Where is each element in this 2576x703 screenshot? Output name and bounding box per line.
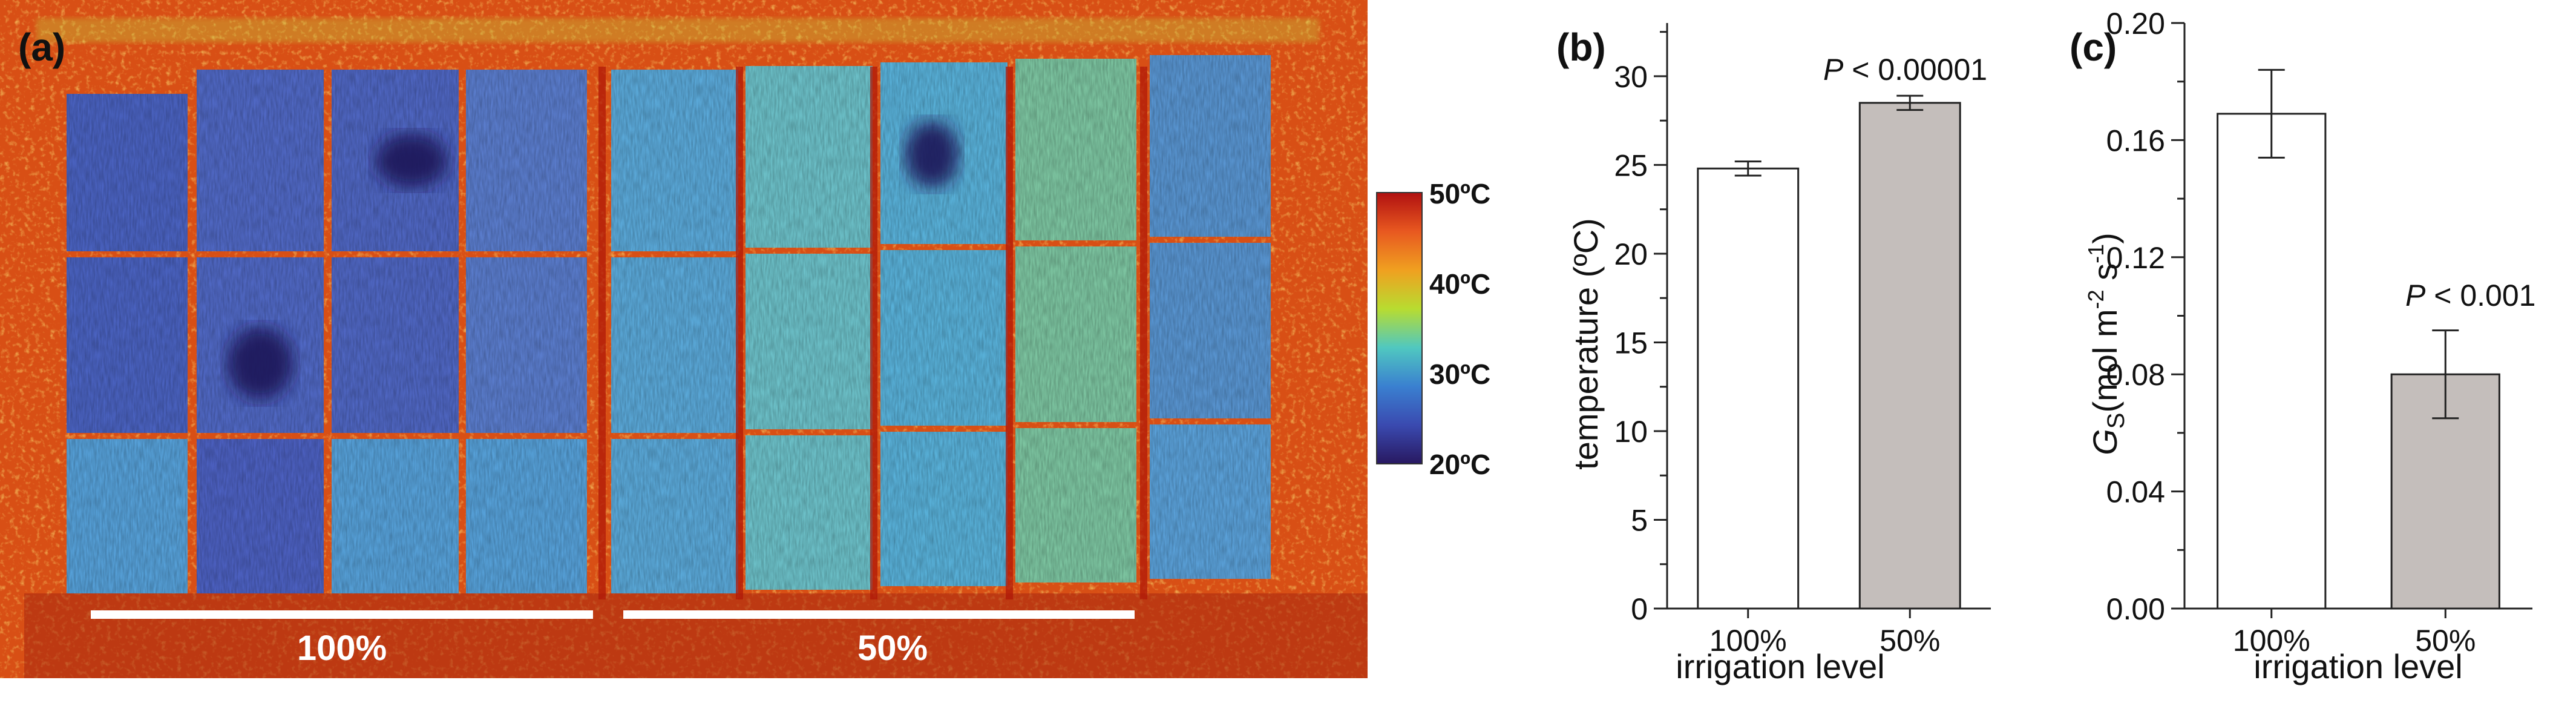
annotation-c: P < 0.001 (2405, 279, 2535, 312)
x-axis-label-b: irrigation level (1676, 647, 1885, 685)
plot-100-c3-r0-texture (466, 70, 587, 251)
group-label-50: 50% (857, 629, 928, 668)
annotation-b-p: P (1823, 53, 1844, 87)
y-tick-label: 20 (1614, 237, 1648, 271)
plot-50-c3-r0-texture (1015, 59, 1136, 240)
plot-divider-3 (1006, 67, 1013, 599)
x-tick-label: 50% (1880, 624, 1940, 658)
colorbar (1376, 192, 1423, 464)
x-axis-label-c: irrigation level (2253, 647, 2463, 685)
plot-100-c1-r0-texture (197, 70, 324, 251)
y-tick-label: 0.16 (2106, 124, 2165, 157)
plot-50-c4-r1-texture (1150, 243, 1271, 418)
y-label-c-units: (mol m (2086, 309, 2124, 412)
y-label-c-symbol: G (2086, 429, 2124, 455)
x-tick-label: 50% (2415, 624, 2476, 658)
plot-50-c0-r1-texture (611, 257, 738, 433)
cool-spot-2 (905, 121, 959, 188)
y-label-c-exp1: -2 (2083, 289, 2108, 309)
colorbar-tick-30: 30ºC (1429, 358, 1490, 390)
y-axis-label-b: temperature (ºC) (1567, 218, 1605, 470)
colorbar-tick-40: 40ºC (1429, 268, 1490, 300)
plot-100-c0-r1-texture (67, 257, 188, 433)
plot-100-c2-r2-texture (332, 439, 459, 593)
y-tick-label: 5 (1631, 503, 1648, 537)
plot-100-c0-r0-texture (67, 94, 188, 251)
colorbar-tick-50: 50ºC (1429, 178, 1490, 210)
plot-50-c3-r1-texture (1015, 246, 1136, 422)
plot-100-c0-r2-texture (67, 439, 188, 593)
panel-label-b: (b) (1556, 25, 1606, 69)
annotation-c-p: P (2405, 279, 2426, 312)
annotation-b: P < 0.00001 (1823, 53, 1987, 87)
y-tick-label: 0.00 (2106, 592, 2165, 626)
y-tick-label: 30 (1614, 60, 1648, 94)
plot-50-c4-r2-texture (1150, 424, 1271, 579)
plot-50-c0-r0-texture (611, 70, 738, 251)
y-tick-label: 0.04 (2106, 475, 2165, 509)
plot-divider-4 (1140, 67, 1147, 599)
plot-100-c2-r1-texture (332, 257, 459, 433)
plot-50-c3-r2-texture (1015, 428, 1136, 583)
bar-100pct (1697, 167, 1800, 610)
plot-50-c1-r1-texture (746, 254, 873, 429)
plot-divider-1 (736, 67, 743, 599)
trial-plots (67, 55, 1271, 599)
plot-100-c3-r2-texture (466, 439, 587, 593)
plot-50-c2-r2-texture (880, 432, 1008, 586)
y-label-c-exp2: -1 (2083, 244, 2108, 263)
plot-100-c3-r1-texture (466, 257, 587, 433)
plot-50-c4-r0-texture (1150, 55, 1271, 237)
y-tick-label: 0.20 (2106, 7, 2165, 41)
y-label-c-subscript: S (2103, 413, 2129, 429)
group-bar-100 (91, 610, 593, 619)
panel-label-c: (c) (2070, 25, 2117, 69)
field-top-edge (36, 18, 1319, 42)
chart-b-plot-area: 0 5 10 15 20 25 30 100% 50% (1614, 23, 1991, 658)
y-tick-label: 15 (1614, 326, 1648, 360)
thermal-image-panel: (a) 100% 50% 50ºC 40ºC 30ºC 20ºC (0, 0, 1490, 678)
colorbar-tick-20: 20ºC (1429, 449, 1490, 480)
group-bar-50 (623, 610, 1135, 619)
bar-100pct (2217, 113, 2327, 610)
cool-spot-0 (375, 133, 448, 188)
plot-50-c1-r0-texture (746, 66, 873, 248)
temperature-bar-chart: (b) temperature (ºC) irrigation level P … (1556, 23, 1991, 685)
plot-50-c2-r1-texture (880, 250, 1008, 426)
annotation-c-text: < 0.001 (2425, 279, 2535, 312)
x-tick-label: 100% (1709, 624, 1787, 658)
y-tick-label: 25 (1614, 148, 1648, 182)
y-tick-label: 0.12 (2106, 241, 2165, 275)
y-axis-label-c: GS(mol m-2 s-1) (2083, 233, 2129, 455)
x-tick-label: 100% (2233, 624, 2310, 658)
plot-divider-2 (870, 67, 877, 599)
y-tick-label: 0.08 (2106, 358, 2165, 392)
y-tick-label: 0 (1631, 592, 1648, 626)
gs-bar-chart: (c) GS(mol m-2 s-1) irrigation level P <… (2070, 7, 2535, 685)
plot-divider-0 (598, 67, 606, 599)
y-label-c-close: ) (2086, 233, 2124, 244)
plot-50-c0-r2-texture (611, 439, 738, 593)
y-label-c-mid: s (2086, 263, 2124, 290)
plot-50-c1-r2-texture (746, 435, 873, 590)
field-lower-edge (24, 593, 1368, 678)
y-tick-label: 10 (1614, 415, 1648, 449)
chart-c-plot-area: 0.00 0.04 0.08 0.12 0.16 0.20 100% 50% (2106, 7, 2532, 658)
cool-spot-1 (227, 327, 293, 400)
group-label-100: 100% (297, 629, 387, 668)
annotation-b-text: < 0.00001 (1843, 53, 1987, 87)
bar-50pct (1858, 102, 1961, 610)
panel-label-a: (a) (18, 25, 65, 69)
plot-100-c1-r2-texture (197, 439, 324, 593)
